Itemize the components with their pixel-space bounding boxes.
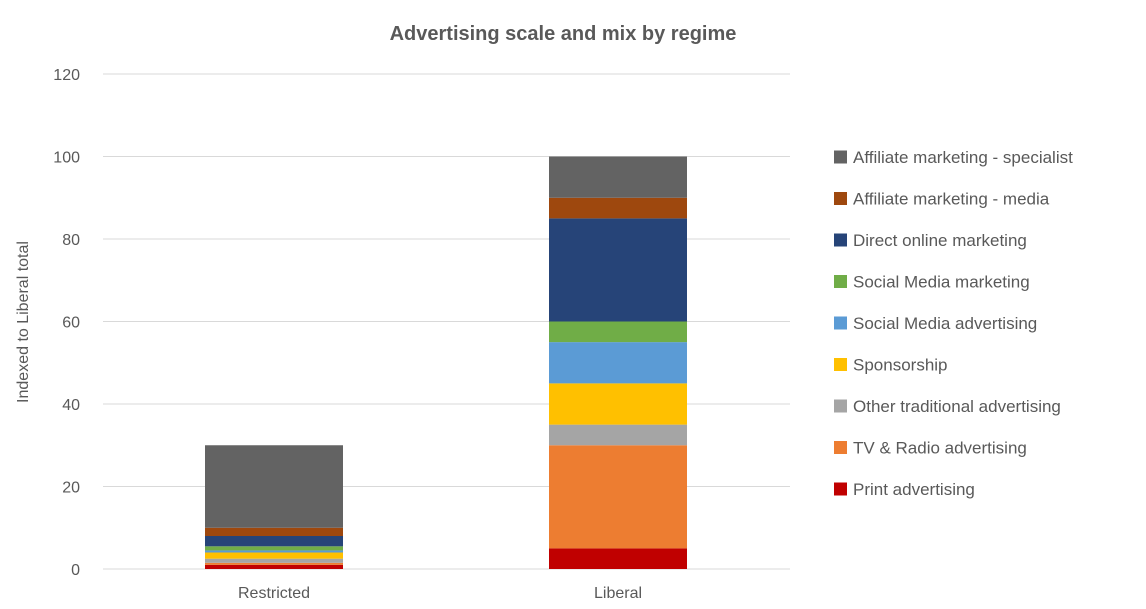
legend-swatch [834,150,847,164]
y-tick-label: 40 [62,397,80,414]
legend-item: Affiliate marketing - specialist [834,148,1073,167]
bar-segment-restricted-7 [205,527,343,536]
legend-label: Direct online marketing [853,231,1027,250]
bar-segment-restricted-8 [205,445,343,528]
legend-label: Social Media advertising [853,314,1037,333]
legend-swatch [834,482,847,496]
legend-item: Social Media advertising [834,314,1037,333]
legend-item: Direct online marketing [834,231,1027,250]
bar-stack-liberal [549,156,687,569]
legend-item: Other traditional advertising [834,397,1061,416]
legend-label: Affiliate marketing - media [853,190,1050,209]
y-tick-label: 60 [62,315,80,332]
legend-swatch [834,275,847,288]
bar-segment-restricted-1 [205,562,343,565]
y-axis-label: Indexed to Liberal total [15,241,32,403]
legend-label: TV & Radio advertising [853,439,1027,458]
legend-swatch [834,316,847,330]
bar-segment-liberal-8 [549,156,687,198]
bar-segment-liberal-7 [549,197,687,219]
bar-segment-liberal-5 [549,321,687,343]
x-axis-ticks: Restricted Liberal [238,585,642,602]
legend-swatch [834,441,847,454]
bar-segment-liberal-1 [549,445,687,549]
y-tick-label: 100 [53,150,80,167]
legend-label: Sponsorship [853,356,948,375]
bar-segment-restricted-3 [205,552,343,559]
y-tick-label: 120 [53,67,80,84]
legend-swatch [834,233,847,247]
bar-segment-liberal-0 [549,548,687,569]
bar-segment-restricted-0 [205,564,343,569]
legend: Affiliate marketing - specialist Affiliat… [834,148,1073,499]
legend-label: Affiliate marketing - specialist [853,148,1073,167]
legend-item: Social Media marketing [834,273,1030,292]
y-tick-label: 20 [62,480,80,497]
legend-label: Other traditional advertising [853,397,1061,416]
bar-segment-restricted-2 [205,558,343,563]
legend-swatch [834,399,847,413]
bar-stack-restricted [205,445,343,569]
legend-item: TV & Radio advertising [834,439,1027,458]
bar-segment-liberal-6 [549,218,687,322]
bar-segment-liberal-3 [549,383,687,425]
legend-swatch [834,358,847,371]
y-tick-label: 0 [71,562,80,579]
y-axis-ticks: 0 20 40 60 80 100 120 [53,67,80,579]
bar-segment-liberal-4 [549,342,687,384]
bar-segment-liberal-2 [549,424,687,446]
bar-segment-restricted-4 [205,550,343,553]
plot-area: 0 20 40 60 80 100 120 Restricted Liberal [53,67,790,602]
x-tick-label-liberal: Liberal [594,585,642,602]
chart-title: Advertising scale and mix by regime [390,23,737,45]
x-tick-label-restricted: Restricted [238,585,310,602]
legend-item: Affiliate marketing - media [834,190,1050,209]
bar-stacks [205,156,687,569]
bar-segment-restricted-5 [205,546,343,551]
legend-item: Sponsorship [834,356,948,375]
legend-swatch [834,192,847,205]
legend-label: Social Media marketing [853,273,1030,292]
bar-segment-restricted-6 [205,536,343,547]
legend-label: Print advertising [853,480,975,499]
legend-item: Print advertising [834,480,975,499]
y-tick-label: 80 [62,232,80,249]
